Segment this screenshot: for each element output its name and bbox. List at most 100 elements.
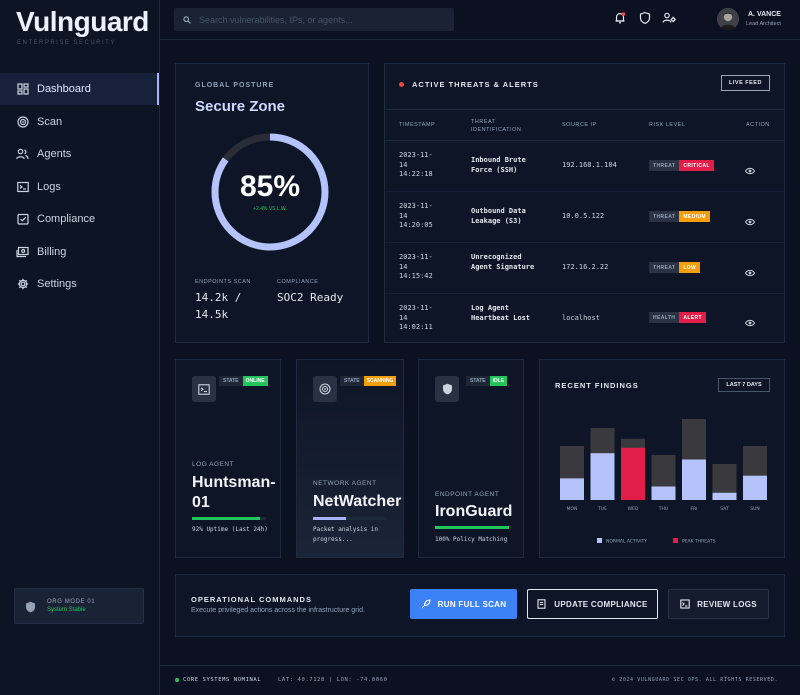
view-icon[interactable]	[744, 162, 756, 175]
review-logs-button[interactable]: REVIEW LOGS	[668, 589, 769, 619]
sidebar-item-logs[interactable]: Logs	[0, 171, 160, 203]
status-value: SCANNING	[363, 376, 397, 386]
status-key: STATE	[340, 376, 364, 386]
manage-accounts-icon[interactable]	[662, 11, 676, 25]
threat-source-ip: 172.16.2.22	[562, 263, 609, 271]
threat-timestamp: 2023-11-14 14:22:18	[399, 151, 433, 178]
status-key: STATE	[466, 376, 490, 386]
view-icon[interactable]	[744, 264, 756, 277]
bar-normal-mon[interactable]	[560, 478, 584, 500]
table-row[interactable]: 2023-11-14 14:02:11 Log Agent Heartbeat …	[385, 295, 784, 345]
alert-dot	[399, 82, 404, 87]
bar-normal-thu[interactable]	[651, 486, 676, 501]
threat-source-ip: localhost	[562, 314, 600, 322]
dashboard-icon	[16, 83, 29, 96]
sidebar-item-billing[interactable]: Billing	[0, 236, 160, 268]
agent-progress-bar	[192, 517, 266, 520]
table-row[interactable]: 2023-11-14 14:20:05 Outbound Data Leakag…	[385, 193, 784, 243]
risk-kind: HEALTH	[649, 312, 680, 323]
global-posture-panel: GLOBAL POSTURE Secure Zone 85% +2.4% VS …	[175, 63, 369, 343]
threats-panel: ACTIVE THREATS & ALERTS LIVE FEED TIMEST…	[384, 63, 785, 343]
bar-normal-fri[interactable]	[682, 459, 706, 501]
status-value: ONLINE	[242, 376, 268, 386]
posture-score: 85%	[239, 170, 301, 203]
risk-badge: THREAT MEDIUM	[649, 211, 710, 222]
agent-progress-fill	[192, 517, 261, 520]
findings-title: RECENT FINDINGS	[555, 381, 639, 390]
findings-chart: MON TUE WED THU FRI SAT SUN NORMAL ACTIVITY PEAK…	[560, 419, 767, 545]
threat-source-ip: 10.0.5.122	[562, 212, 605, 220]
sidebar-item-agents[interactable]: Agents	[0, 138, 160, 170]
sidebar: Vulnguard ENTERPRISE SECURITY Dashboard …	[0, 0, 160, 695]
org-mode-status[interactable]: ORG MODE 01 System Stable	[14, 588, 144, 624]
shield-icon	[25, 600, 37, 613]
risk-kind: THREAT	[649, 211, 680, 222]
agent-card-network[interactable]: STATE SCANNING NETWORK AGENT NetWatcher …	[296, 359, 404, 558]
risk-badge: HEALTH ALERT	[649, 312, 706, 323]
sidebar-item-compliance[interactable]: Compliance	[0, 203, 160, 235]
endpoints-label: ENDPOINTS SCAN	[195, 279, 251, 285]
agent-name: IronGuard	[435, 503, 513, 520]
bar-normal-sat[interactable]	[712, 492, 737, 500]
agent-name: NetWatcher	[313, 493, 402, 510]
run-full-scan-label: RUN FULL SCAN	[437, 599, 507, 609]
x-tick-label: MON	[567, 506, 578, 512]
agent-progress-fill	[313, 517, 347, 520]
sidebar-item-label: Billing	[37, 245, 67, 258]
legend-label-normal: NORMAL ACTIVITY	[606, 539, 647, 545]
date-range-button[interactable]: LAST 7 DAYS	[718, 378, 770, 392]
sidebar-item-label: Logs	[37, 180, 61, 193]
col-threat: THREAT IDENTIFICATION	[471, 119, 522, 133]
notifications-icon[interactable]	[613, 11, 627, 25]
update-compliance-label: UPDATE COMPLIANCE	[554, 599, 648, 609]
agent-progress-bar	[313, 517, 387, 520]
compliance-label: COMPLIANCE	[277, 279, 319, 285]
sidebar-item-dashboard[interactable]: Dashboard	[0, 73, 160, 105]
terminal-icon	[16, 180, 29, 193]
col-source-ip: SOURCE IP	[562, 122, 597, 128]
brand-logo[interactable]: Vulnguard	[16, 6, 149, 37]
posture-label: GLOBAL POSTURE	[195, 82, 275, 89]
view-icon[interactable]	[744, 314, 756, 327]
update-compliance-button[interactable]: UPDATE COMPLIANCE	[527, 589, 658, 619]
system-status: CORE SYSTEMS NOMINAL	[183, 677, 262, 683]
threat-identification: Inbound Brute Force (SSH)	[471, 156, 526, 174]
org-mode-label: ORG MODE 01	[47, 599, 96, 605]
geo-coordinates: LAT: 40.7128 | LON: -74.0060	[278, 677, 388, 683]
avatar[interactable]	[717, 8, 739, 30]
agent-type: LOG AGENT	[192, 461, 235, 468]
legend-label-peak: PEAK THREATS	[682, 539, 716, 545]
status-footer: CORE SYSTEMS NOMINAL LAT: 40.7128 | LON:…	[160, 665, 800, 695]
table-row[interactable]: 2023-11-14 14:22:18 Inbound Brute Force …	[385, 142, 784, 192]
bar-peak-wed[interactable]	[621, 447, 645, 500]
agent-type: ENDPOINT AGENT	[435, 491, 500, 498]
gear-icon	[16, 278, 29, 291]
run-full-scan-button[interactable]: RUN FULL SCAN	[410, 589, 517, 619]
search-input[interactable]	[199, 14, 439, 25]
shield-icon[interactable]	[638, 11, 652, 25]
status-badge: STATE IDLE	[466, 376, 508, 386]
view-icon[interactable]	[744, 213, 756, 226]
col-risk-level: RISK LEVEL	[649, 122, 686, 128]
agent-card-endpoint[interactable]: STATE IDLE ENDPOINT AGENT IronGuard 100%…	[418, 359, 524, 558]
bar-normal-tue[interactable]	[590, 453, 615, 500]
sidebar-item-label: Compliance	[37, 213, 96, 225]
user-role: Lead Architect	[746, 21, 781, 27]
posture-gauge: 85% +2.4% VS L.W.	[210, 132, 330, 252]
agent-card-log[interactable]: STATE ONLINE LOG AGENT Huntsman-01 92% U…	[175, 359, 281, 558]
search-box[interactable]	[174, 8, 454, 31]
risk-badge: THREAT LOW	[649, 262, 701, 273]
x-tick-label: WED	[628, 506, 639, 512]
sidebar-item-scan[interactable]: Scan	[0, 106, 160, 138]
table-row[interactable]: 2023-11-14 14:15:42 Unrecognized Agent S…	[385, 244, 784, 294]
bar-normal-sun[interactable]	[743, 475, 767, 500]
agent-progress-bar	[435, 526, 509, 529]
live-feed-button[interactable]: LIVE FEED	[721, 75, 770, 91]
commands-subtitle: Execute privileged actions across the in…	[191, 607, 365, 614]
col-timestamp: TIMESTAMP	[399, 122, 436, 128]
agent-progress-fill	[435, 526, 509, 529]
x-tick-label: THU	[658, 506, 668, 512]
sidebar-item-settings[interactable]: Settings	[0, 268, 160, 300]
threats-title: ACTIVE THREATS & ALERTS	[412, 80, 539, 89]
x-tick-label: SUN	[750, 506, 760, 512]
